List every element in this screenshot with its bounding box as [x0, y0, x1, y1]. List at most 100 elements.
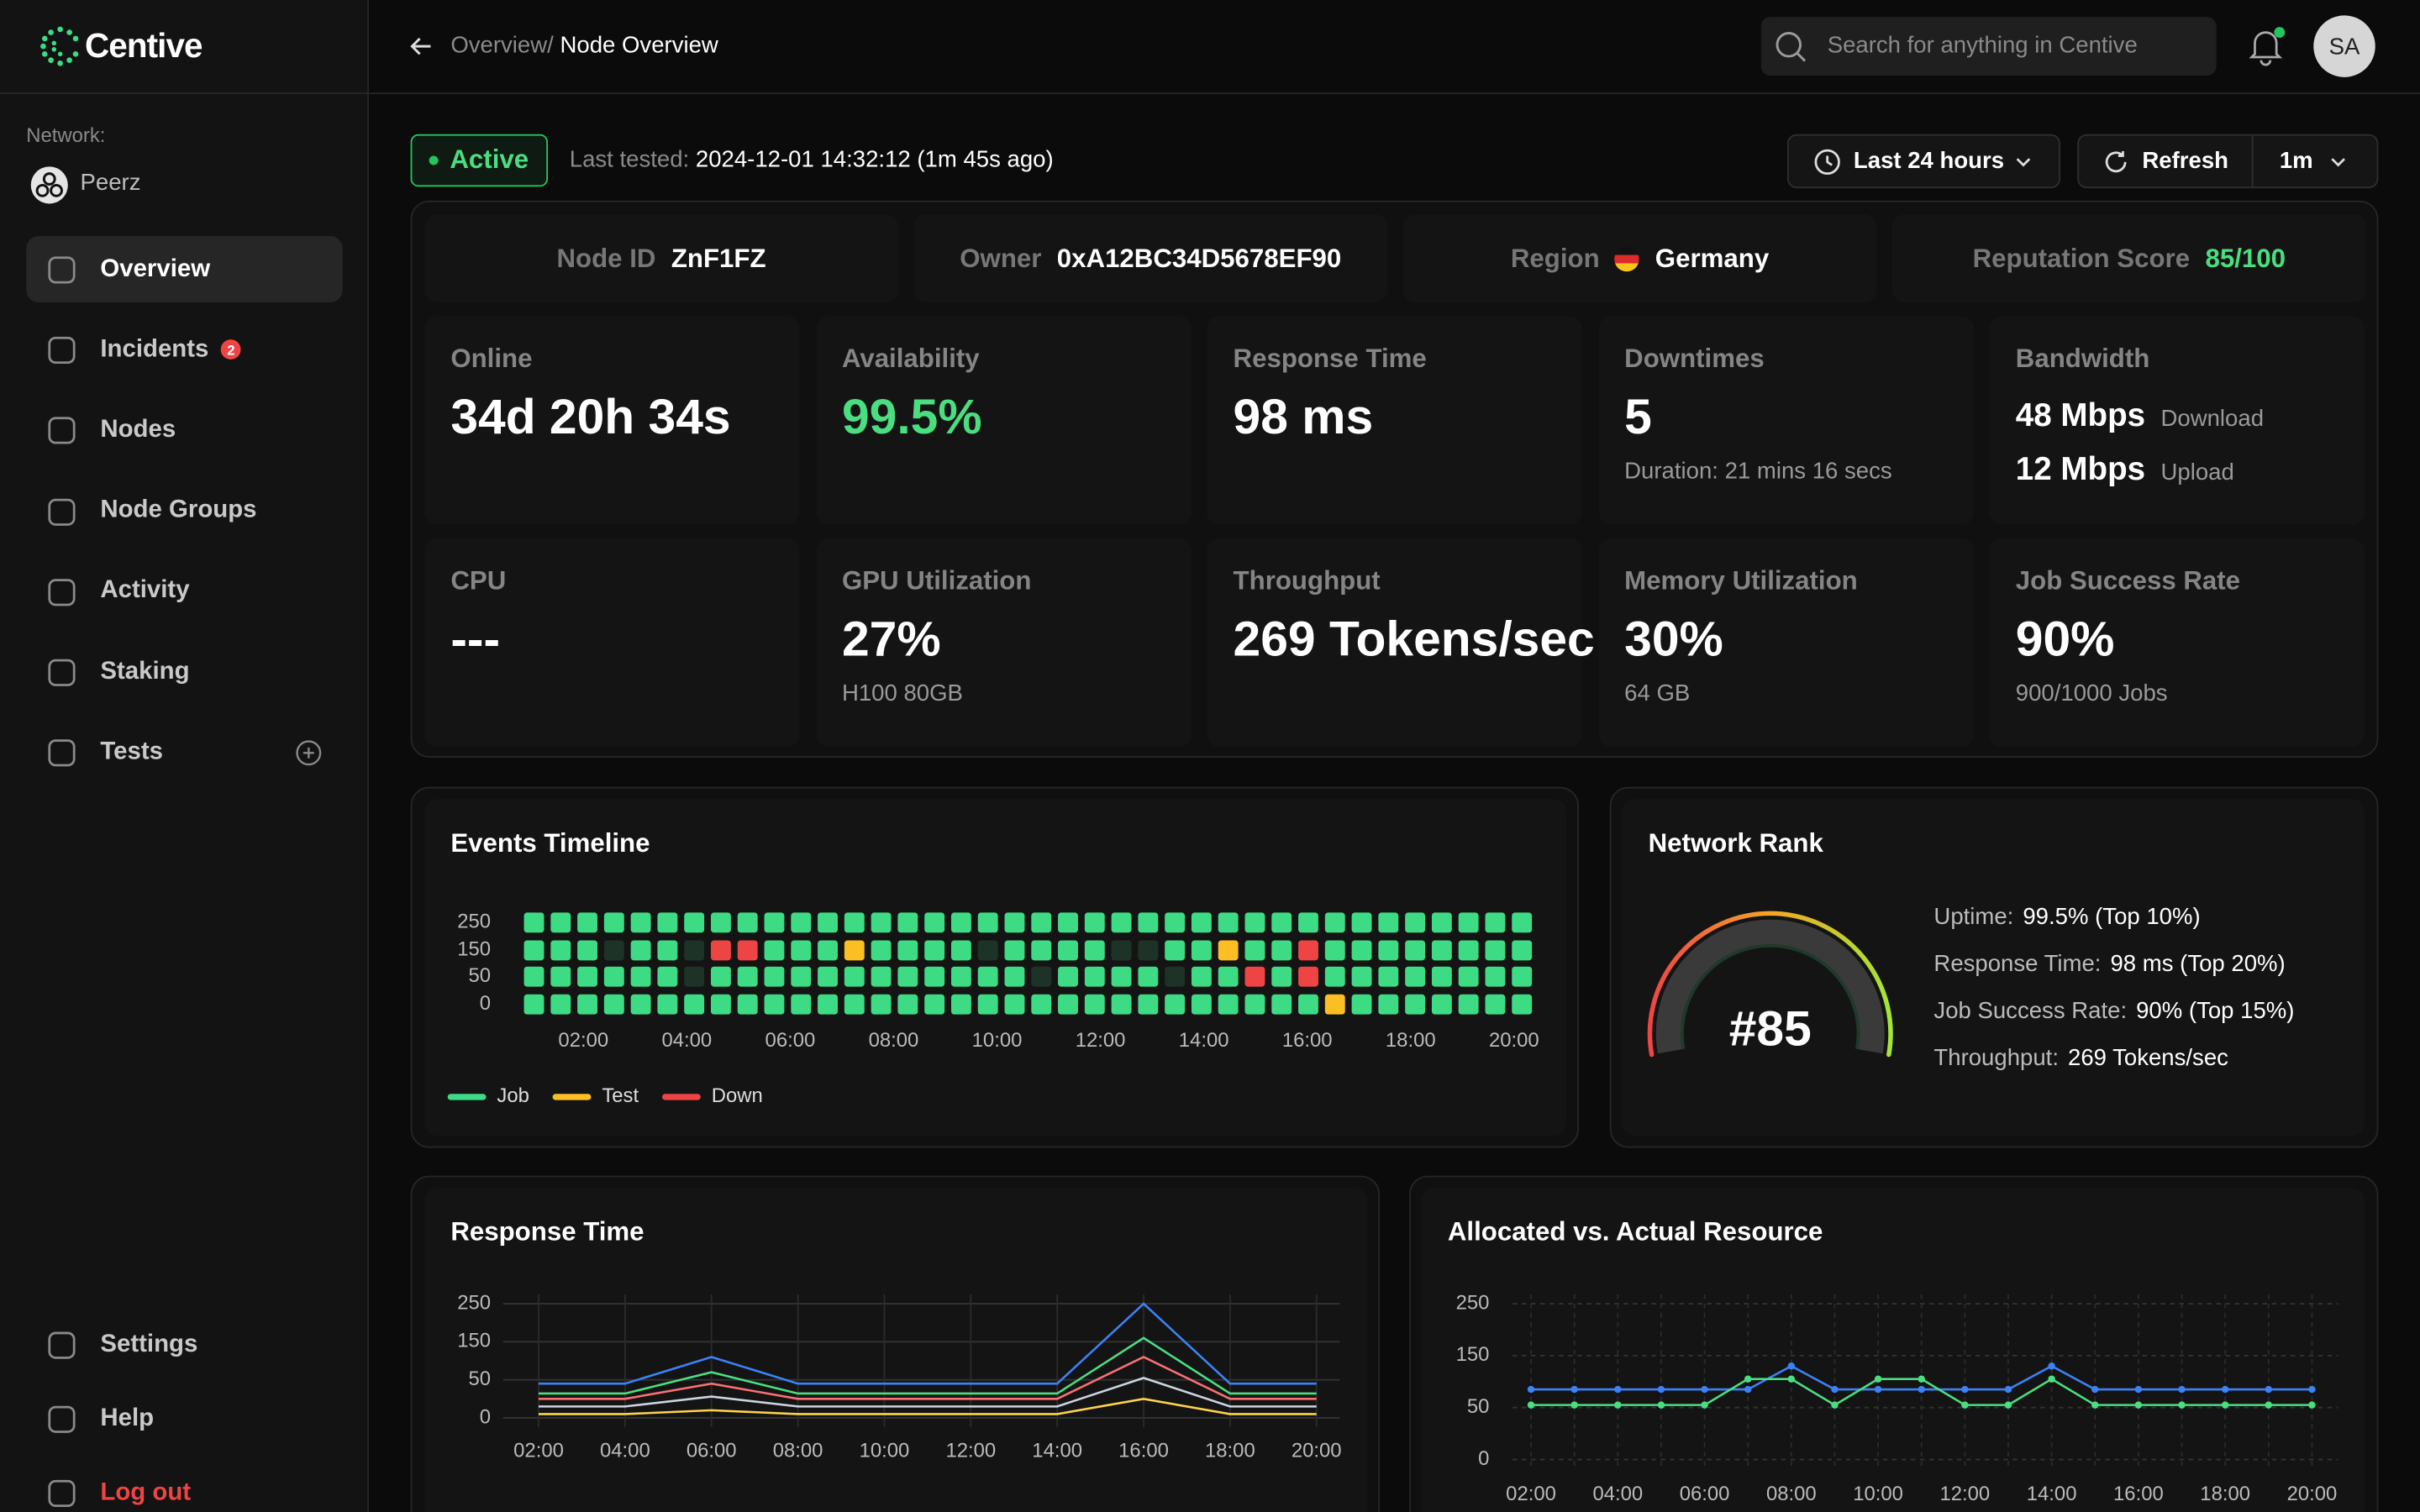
series-point	[2004, 1385, 2012, 1394]
stat-label: Response Time	[1233, 344, 1427, 374]
response-card	[424, 1188, 1368, 1512]
logo-text: Centive	[85, 26, 203, 66]
nav-item[interactable]: Nodes	[26, 397, 343, 464]
network-icon	[30, 166, 68, 204]
event-cell	[764, 994, 785, 1015]
series-point	[1614, 1385, 1622, 1394]
search-placeholder: Search for anything in Centive	[1827, 32, 2138, 59]
x-tick-label: 02:00	[513, 1440, 564, 1462]
nav-item[interactable]: Settings	[26, 1311, 343, 1378]
event-cell	[1485, 912, 1506, 933]
bandwidth-value: 48 Mbps	[2015, 397, 2146, 434]
notification-bell[interactable]	[2244, 24, 2287, 67]
add-test-icon[interactable]	[295, 739, 323, 767]
series-point	[2265, 1385, 2273, 1394]
event-cell	[1004, 912, 1025, 933]
nav-label: Node Groups	[100, 496, 257, 523]
nav-label: Overview	[100, 255, 211, 282]
nav-item[interactable]: Overview	[26, 236, 343, 302]
breadcrumb-current: Node Overview	[560, 32, 718, 59]
icon-part	[2274, 27, 2286, 38]
event-cell	[897, 940, 918, 961]
series-point	[1787, 1375, 1796, 1383]
event-cell	[1058, 966, 1078, 987]
nav-label: Staking	[100, 658, 190, 685]
event-cell	[603, 912, 624, 933]
nav-icon	[48, 497, 76, 526]
event-cell	[1485, 966, 1506, 987]
event-cell	[977, 940, 998, 961]
refresh-icon[interactable]	[2102, 148, 2130, 176]
event-cell	[924, 994, 945, 1015]
event-cell	[711, 966, 731, 987]
icon-part	[2331, 158, 2345, 167]
stat-label: Memory Utilization	[1624, 565, 1858, 596]
metric-value: 269 Tokens/sec	[2068, 1044, 2228, 1070]
nav-item[interactable]: Activity	[26, 559, 343, 625]
x-tick-label: 14:00	[2027, 1483, 2077, 1505]
icon-part	[48, 29, 54, 35]
event-cell	[844, 912, 865, 933]
icon-part	[57, 26, 63, 33]
icon-part	[40, 26, 79, 66]
event-cell	[1512, 966, 1533, 987]
info-value: 0xA12BC34D5678EF90	[1056, 243, 1342, 273]
event-cell	[657, 940, 678, 961]
x-tick-label: 14:00	[1032, 1440, 1082, 1462]
refresh-text[interactable]: Refresh	[2142, 148, 2228, 175]
range-button[interactable]: Last 24 hours	[1786, 134, 2061, 189]
event-cell	[1431, 912, 1452, 933]
avatar[interactable]: SA	[2313, 15, 2375, 77]
series-point	[1570, 1401, 1578, 1409]
event-cell	[1111, 966, 1132, 987]
icon-part	[66, 29, 72, 35]
event-cell	[1378, 912, 1399, 933]
search-box[interactable]	[1760, 17, 2217, 76]
series-point	[2308, 1401, 2316, 1409]
back-arrow[interactable]	[408, 33, 435, 60]
stat-card	[1597, 538, 1974, 747]
nav-item[interactable]: Tests	[26, 719, 343, 785]
metric-label: Response Time:	[1933, 950, 2101, 976]
event-cell	[657, 912, 678, 933]
rank-card	[1622, 799, 2365, 1136]
event-cell	[1191, 994, 1212, 1015]
event-cell	[950, 940, 971, 961]
icon-part	[1826, 155, 1833, 166]
x-tick-label: 10:00	[1853, 1483, 1903, 1505]
event-cell	[1058, 912, 1078, 933]
bandwidth-value: 12 Mbps	[2015, 452, 2146, 488]
series-line	[539, 1377, 1317, 1408]
status-text: Active	[450, 144, 529, 175]
gauge-band	[1655, 919, 1885, 1054]
event-cell	[1004, 966, 1025, 987]
breadcrumb-parent[interactable]: Overview/	[450, 32, 554, 59]
event-cell	[1298, 912, 1318, 933]
nav-item[interactable]: Help	[26, 1385, 343, 1452]
icon-part	[72, 50, 79, 57]
y-tick-label: 150	[457, 938, 491, 961]
nav-item[interactable]: Log out	[26, 1460, 343, 1512]
event-cell	[1512, 912, 1533, 933]
x-tick-label: 04:00	[661, 1029, 712, 1052]
button-divider	[2251, 135, 2254, 187]
event-cell	[1084, 912, 1105, 933]
series-point	[1744, 1375, 1752, 1383]
nav-item[interactable]: Incidents 2	[26, 317, 343, 383]
x-tick-label: 20:00	[1489, 1029, 1539, 1052]
event-cell	[684, 940, 705, 961]
series-line	[539, 1302, 1317, 1385]
interval-text[interactable]: 1m	[2279, 148, 2313, 175]
x-tick-label: 20:00	[2287, 1483, 2338, 1505]
nav-item[interactable]: Node Groups	[26, 478, 343, 544]
event-cell	[844, 940, 865, 961]
icon-part	[1796, 52, 1807, 62]
rank-metric: Throughput: 269 Tokens/sec	[1933, 1044, 2228, 1070]
nav-icon	[48, 337, 76, 365]
event-cell	[737, 966, 758, 987]
info-value: ZnF1FZ	[671, 243, 766, 273]
event-cell	[977, 966, 998, 987]
nav-item[interactable]: Staking	[26, 638, 343, 705]
series-point	[2048, 1362, 2055, 1370]
card-title: Network Rank	[1648, 828, 1823, 858]
